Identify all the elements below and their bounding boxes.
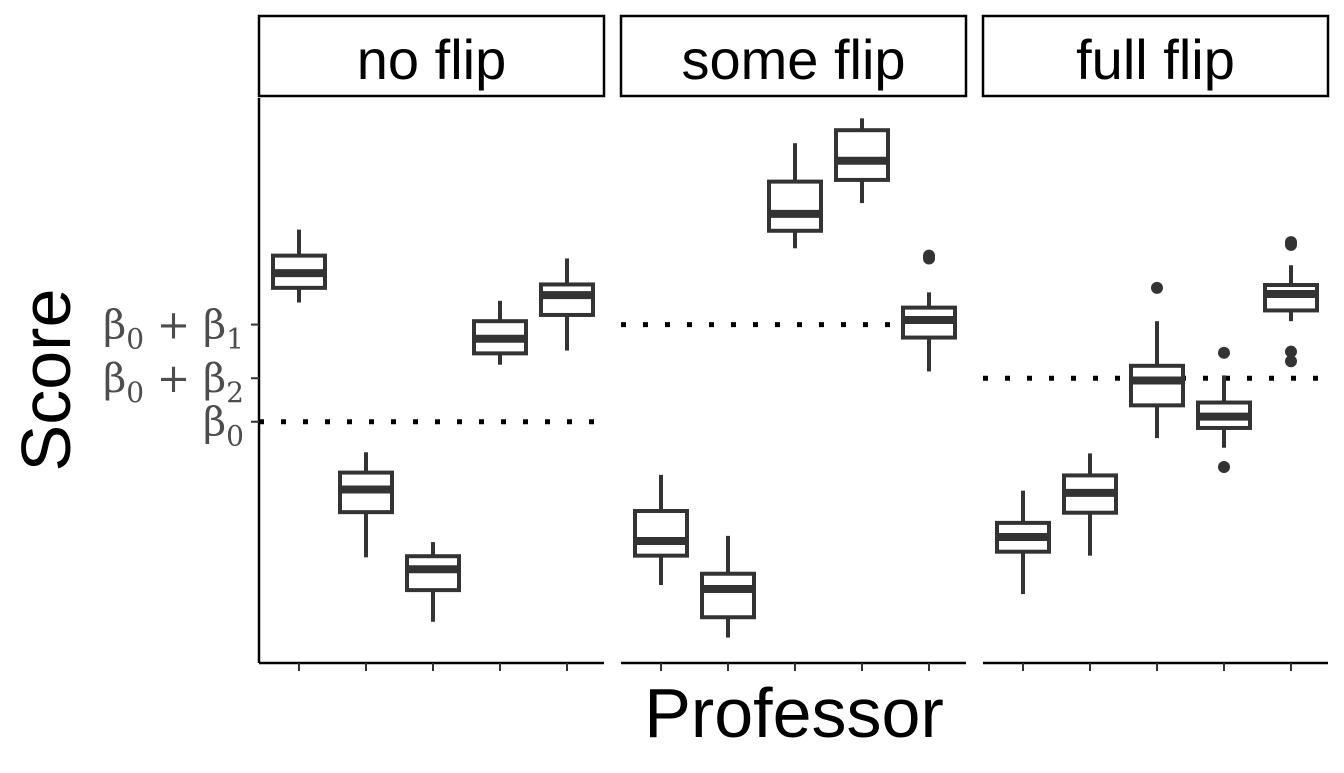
boxplot-professor-4 bbox=[1196, 346, 1252, 473]
boxplot-professor-1 bbox=[995, 490, 1051, 595]
boxplot-professor-2 bbox=[1062, 453, 1118, 556]
outlier-point bbox=[1285, 345, 1297, 358]
boxplot-professor-3 bbox=[1129, 281, 1185, 439]
tick-greek: β bbox=[203, 356, 226, 402]
box bbox=[633, 509, 689, 558]
outlier-point bbox=[1151, 281, 1163, 294]
outlier-point bbox=[1218, 460, 1230, 473]
tick-subscript: 0 bbox=[126, 376, 144, 409]
facet-strip bbox=[257, 14, 606, 98]
box bbox=[700, 571, 756, 620]
boxplot-professor-4 bbox=[834, 118, 890, 204]
facet-strip-label: no flip bbox=[357, 28, 506, 91]
tick-greek: β bbox=[103, 356, 126, 402]
y-tick-label: β0 + β2 bbox=[103, 356, 244, 409]
y-tick-label: β0 bbox=[203, 400, 244, 453]
x-axis-title: Professor bbox=[644, 674, 944, 752]
box bbox=[834, 128, 890, 182]
outlier-point bbox=[1218, 346, 1230, 359]
box bbox=[1129, 363, 1185, 408]
boxplot-professor-5 bbox=[1263, 236, 1319, 368]
tick-plus: + bbox=[144, 356, 203, 402]
facet-strip bbox=[981, 14, 1330, 98]
y-tick-label: β0 + β1 bbox=[103, 303, 244, 356]
facet-strip bbox=[619, 14, 968, 98]
box bbox=[767, 179, 823, 233]
tick-greek: β bbox=[203, 303, 226, 349]
tick-subscript: 0 bbox=[226, 420, 244, 453]
outlier-point bbox=[1285, 355, 1297, 368]
outlier-point bbox=[1285, 236, 1297, 249]
outlier-point bbox=[923, 249, 935, 262]
boxplot-professor-1 bbox=[271, 229, 327, 303]
boxplot-professor-4 bbox=[472, 300, 528, 365]
tick-greek: β bbox=[103, 303, 126, 349]
boxplot-professor-2 bbox=[338, 452, 394, 558]
y-axis-title: Score bbox=[7, 289, 85, 472]
box bbox=[539, 282, 595, 317]
tick-subscript: 1 bbox=[226, 323, 244, 356]
boxplot-professor-1 bbox=[633, 474, 689, 586]
boxplot-professor-2 bbox=[700, 535, 756, 638]
boxplot-professor-3 bbox=[767, 143, 823, 249]
boxplot-professor-3 bbox=[405, 542, 461, 622]
tick-plus: + bbox=[144, 303, 203, 349]
boxplot-professor-5 bbox=[901, 249, 957, 372]
tick-greek: β bbox=[203, 400, 226, 446]
tick-subscript: 0 bbox=[126, 323, 144, 356]
facet-strip-label: some flip bbox=[681, 28, 905, 91]
boxplot-professor-5 bbox=[539, 258, 595, 351]
tick-subscript: 2 bbox=[226, 376, 244, 409]
facet-strip-label: full flip bbox=[1076, 28, 1235, 91]
